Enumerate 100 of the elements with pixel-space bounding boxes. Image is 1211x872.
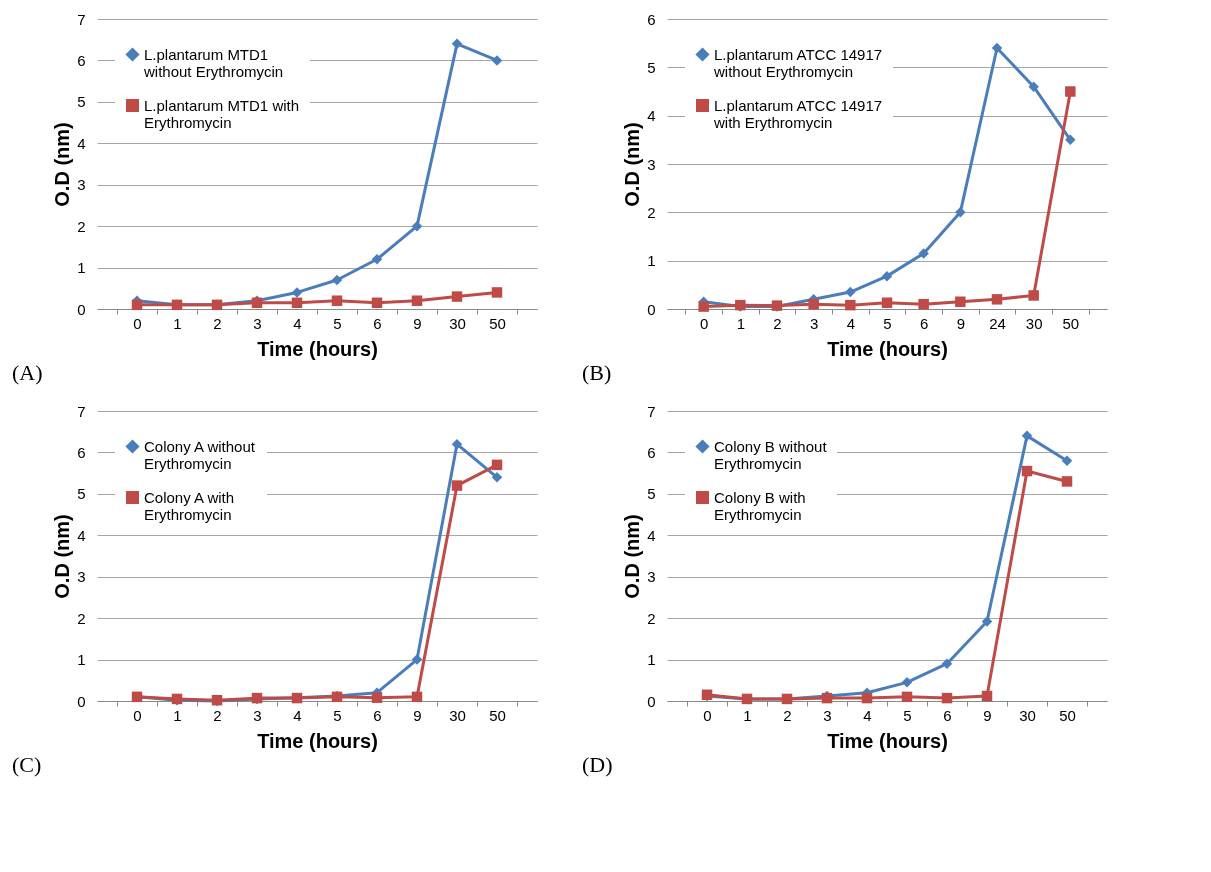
x-tick-label: 4 <box>293 314 302 332</box>
point <box>411 691 423 703</box>
point <box>411 295 423 306</box>
point <box>411 654 423 665</box>
y-tick-label: 2 <box>647 609 656 627</box>
x-axis-title: Time (hours) <box>257 337 378 360</box>
y-tick-label: 0 <box>647 692 656 710</box>
legend-label: Colony A without Erythromycin <box>144 437 256 472</box>
y-tick-label: 0 <box>647 300 656 318</box>
x-tick-label: 1 <box>173 314 182 332</box>
point <box>451 438 463 450</box>
y-tick-label: 4 <box>77 526 86 544</box>
x-tick-label: 6 <box>943 706 952 724</box>
point <box>918 298 929 310</box>
point <box>1028 290 1039 301</box>
x-tick-label: 2 <box>213 706 222 724</box>
x-axis-title: Time (hours) <box>827 337 948 360</box>
x-tick-label: 2 <box>783 706 792 724</box>
point <box>901 677 913 688</box>
x-tick-label: 5 <box>883 314 892 332</box>
x-tick-label: 5 <box>903 706 912 724</box>
y-tick-label: 7 <box>77 10 86 28</box>
point <box>451 480 463 491</box>
text: (D) <box>582 752 613 777</box>
y-tick-label: 5 <box>647 485 656 503</box>
point <box>941 658 953 669</box>
y-axis-title: O.D (nm) <box>51 514 74 599</box>
x-tick-label: 30 <box>449 706 466 724</box>
point <box>991 42 1003 54</box>
x-tick-label: 0 <box>133 706 142 724</box>
point <box>1028 81 1039 92</box>
x-tick-label: 6 <box>373 314 382 332</box>
point <box>411 220 423 232</box>
point <box>901 691 913 703</box>
point <box>955 296 966 307</box>
y-tick-label: 1 <box>647 252 656 270</box>
x-tick-label: 1 <box>743 706 752 724</box>
point <box>491 459 503 471</box>
point <box>955 207 966 218</box>
y-axis-title: O.D (nm) <box>621 514 644 599</box>
point <box>981 616 993 627</box>
y-tick-label: 5 <box>77 485 86 503</box>
x-tick-label: 6 <box>373 706 382 724</box>
x-tick-label: 3 <box>253 706 262 724</box>
y-tick-label: 7 <box>77 402 86 420</box>
point <box>1021 465 1033 477</box>
point <box>1061 455 1073 466</box>
y-tick-label: 4 <box>647 526 656 544</box>
point <box>941 692 953 704</box>
point <box>371 254 383 265</box>
point <box>698 301 709 312</box>
point <box>861 692 873 704</box>
x-tick-label: 50 <box>489 314 506 332</box>
y-tick-label: 3 <box>647 568 656 586</box>
legend-label: L.plantarum MTD1 without Erythromycin <box>143 45 284 80</box>
x-tick-label: 0 <box>133 314 142 332</box>
x-axis-title: Time (hours) <box>257 729 378 752</box>
point <box>845 299 856 311</box>
y-tick-label: 6 <box>77 51 86 69</box>
point <box>881 270 893 282</box>
point <box>491 55 503 66</box>
x-tick-label: 3 <box>823 706 832 724</box>
y-tick-label: 2 <box>647 203 656 221</box>
x-tick-label: 30 <box>1025 314 1043 332</box>
x-tick-label: 30 <box>449 314 466 332</box>
point <box>1061 476 1073 487</box>
legend-label: Colony B with Erythromycin <box>714 488 806 523</box>
x-tick-label: 50 <box>1062 314 1080 332</box>
y-tick-label: 4 <box>77 134 86 152</box>
point <box>331 274 343 286</box>
x-tick-label: 5 <box>333 314 342 332</box>
text: (C) <box>12 752 42 777</box>
point <box>808 298 819 310</box>
legend-label: L.plantarum ATCC 14917 without Erythromycin <box>713 45 883 80</box>
legend-label: Colony B without Erythromycin <box>714 437 828 472</box>
legend-label: Colony A with Erythromycin <box>144 488 235 523</box>
point <box>918 248 929 259</box>
point <box>1065 134 1076 146</box>
point <box>491 472 503 483</box>
point <box>1021 430 1033 442</box>
point <box>845 286 856 298</box>
x-tick-label: 50 <box>1059 706 1076 724</box>
y-tick-label: 0 <box>77 692 86 710</box>
y-tick-label: 2 <box>77 217 86 235</box>
x-tick-label: 9 <box>983 706 992 724</box>
x-tick-label: 24 <box>989 314 1006 332</box>
point <box>291 287 303 298</box>
x-tick-label: 9 <box>413 314 422 332</box>
text: (A) <box>12 360 43 385</box>
y-tick-label: 1 <box>77 259 86 277</box>
x-tick-label: 3 <box>253 314 262 332</box>
x-tick-label: 0 <box>703 706 712 724</box>
x-axis-title: Time (hours) <box>827 729 948 752</box>
x-tick-label: 1 <box>173 706 182 724</box>
x-tick-label: 30 <box>1019 706 1036 724</box>
x-tick-label: 50 <box>489 706 506 724</box>
point <box>291 297 303 309</box>
point <box>981 690 993 702</box>
y-tick-label: 5 <box>77 93 86 111</box>
x-tick-label: 6 <box>919 314 929 332</box>
